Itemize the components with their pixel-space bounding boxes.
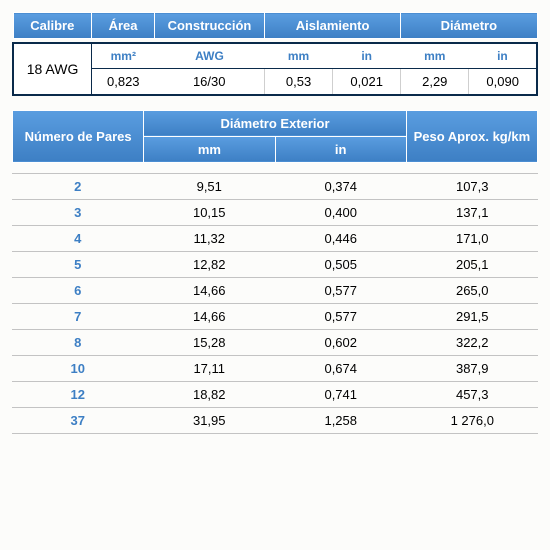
sub-ais-in: in <box>333 43 401 69</box>
table-row: 714,660,577291,5 <box>12 303 538 329</box>
cell-pares: 5 <box>12 251 144 277</box>
cell-pares: 3 <box>12 199 144 225</box>
val-dia-in: 0,090 <box>469 68 537 95</box>
val-dia-mm: 2,29 <box>401 68 469 95</box>
cell-peso: 107,3 <box>407 173 539 199</box>
cell-in: 0,400 <box>275 199 407 225</box>
sub-dia-in: in <box>469 43 537 69</box>
table-row: 1017,110,674387,9 <box>12 355 538 381</box>
val-ais-in: 0,021 <box>333 68 401 95</box>
cell-mm: 9,51 <box>144 173 276 199</box>
cell-in: 0,602 <box>275 329 407 355</box>
cell-peso: 265,0 <box>407 277 539 303</box>
cell-mm: 31,95 <box>144 407 276 433</box>
cell-mm: 14,66 <box>144 277 276 303</box>
table-row: 512,820,505205,1 <box>12 251 538 277</box>
cell-in: 0,674 <box>275 355 407 381</box>
cell-peso: 322,2 <box>407 329 539 355</box>
table-row: 3731,951,2581 276,0 <box>12 407 538 433</box>
cell-mm: 14,66 <box>144 303 276 329</box>
sub-area: mm² <box>92 43 155 69</box>
cell-in: 0,446 <box>275 225 407 251</box>
cell-peso: 205,1 <box>407 251 539 277</box>
cell-mm: 17,11 <box>144 355 276 381</box>
cell-in: 0,577 <box>275 303 407 329</box>
cell-in: 0,577 <box>275 277 407 303</box>
cell-mm: 15,28 <box>144 329 276 355</box>
val-calibre: 18 AWG <box>13 43 92 95</box>
cell-mm: 12,82 <box>144 251 276 277</box>
val-ais-mm: 0,53 <box>265 68 333 95</box>
cell-peso: 457,3 <box>407 381 539 407</box>
cell-pares: 10 <box>12 355 144 381</box>
table-row: 614,660,577265,0 <box>12 277 538 303</box>
table-row: 29,510,374107,3 <box>12 173 538 199</box>
conductor-spec-table: Calibre Área Construcción Aislamiento Di… <box>12 12 538 96</box>
hdr-calibre: Calibre <box>13 13 92 39</box>
cell-peso: 291,5 <box>407 303 539 329</box>
cell-pares: 6 <box>12 277 144 303</box>
cell-mm: 10,15 <box>144 199 276 225</box>
hdr-area: Área <box>92 13 155 39</box>
sub-ais-mm: mm <box>265 43 333 69</box>
table-row: 1218,820,741457,3 <box>12 381 538 407</box>
cell-mm: 11,32 <box>144 225 276 251</box>
cell-pares: 12 <box>12 381 144 407</box>
pairs-header-table: Número de Pares Diámetro Exterior Peso A… <box>12 110 538 163</box>
cell-in: 0,374 <box>275 173 407 199</box>
cell-peso: 1 276,0 <box>407 407 539 433</box>
cell-in: 0,505 <box>275 251 407 277</box>
cell-pares: 7 <box>12 303 144 329</box>
sub-dia-mm: mm <box>401 43 469 69</box>
hdr-diametro: Diámetro <box>401 13 537 39</box>
val-construccion: 16/30 <box>154 68 264 95</box>
val-area: 0,823 <box>92 68 155 95</box>
table-row: 310,150,400137,1 <box>12 199 538 225</box>
cell-pares: 4 <box>12 225 144 251</box>
cell-pares: 8 <box>12 329 144 355</box>
table-row: 411,320,446171,0 <box>12 225 538 251</box>
cell-peso: 137,1 <box>407 199 539 225</box>
cell-in: 0,741 <box>275 381 407 407</box>
cell-peso: 387,9 <box>407 355 539 381</box>
hdr-aislamiento: Aislamiento <box>265 13 401 39</box>
hdr-diam-ext: Diámetro Exterior <box>144 110 407 136</box>
cell-peso: 171,0 <box>407 225 539 251</box>
hdr-construccion: Construcción <box>154 13 264 39</box>
sub-construccion: AWG <box>154 43 264 69</box>
hdr-peso: Peso Aprox. kg/km <box>406 110 537 162</box>
hdr-mm: mm <box>144 136 275 162</box>
cell-in: 1,258 <box>275 407 407 433</box>
cell-mm: 18,82 <box>144 381 276 407</box>
hdr-in: in <box>275 136 406 162</box>
cell-pares: 37 <box>12 407 144 433</box>
table-row: 815,280,602322,2 <box>12 329 538 355</box>
pairs-data-table: 29,510,374107,3310,150,400137,1411,320,4… <box>12 173 538 434</box>
cell-pares: 2 <box>12 173 144 199</box>
hdr-pares: Número de Pares <box>13 110 144 162</box>
